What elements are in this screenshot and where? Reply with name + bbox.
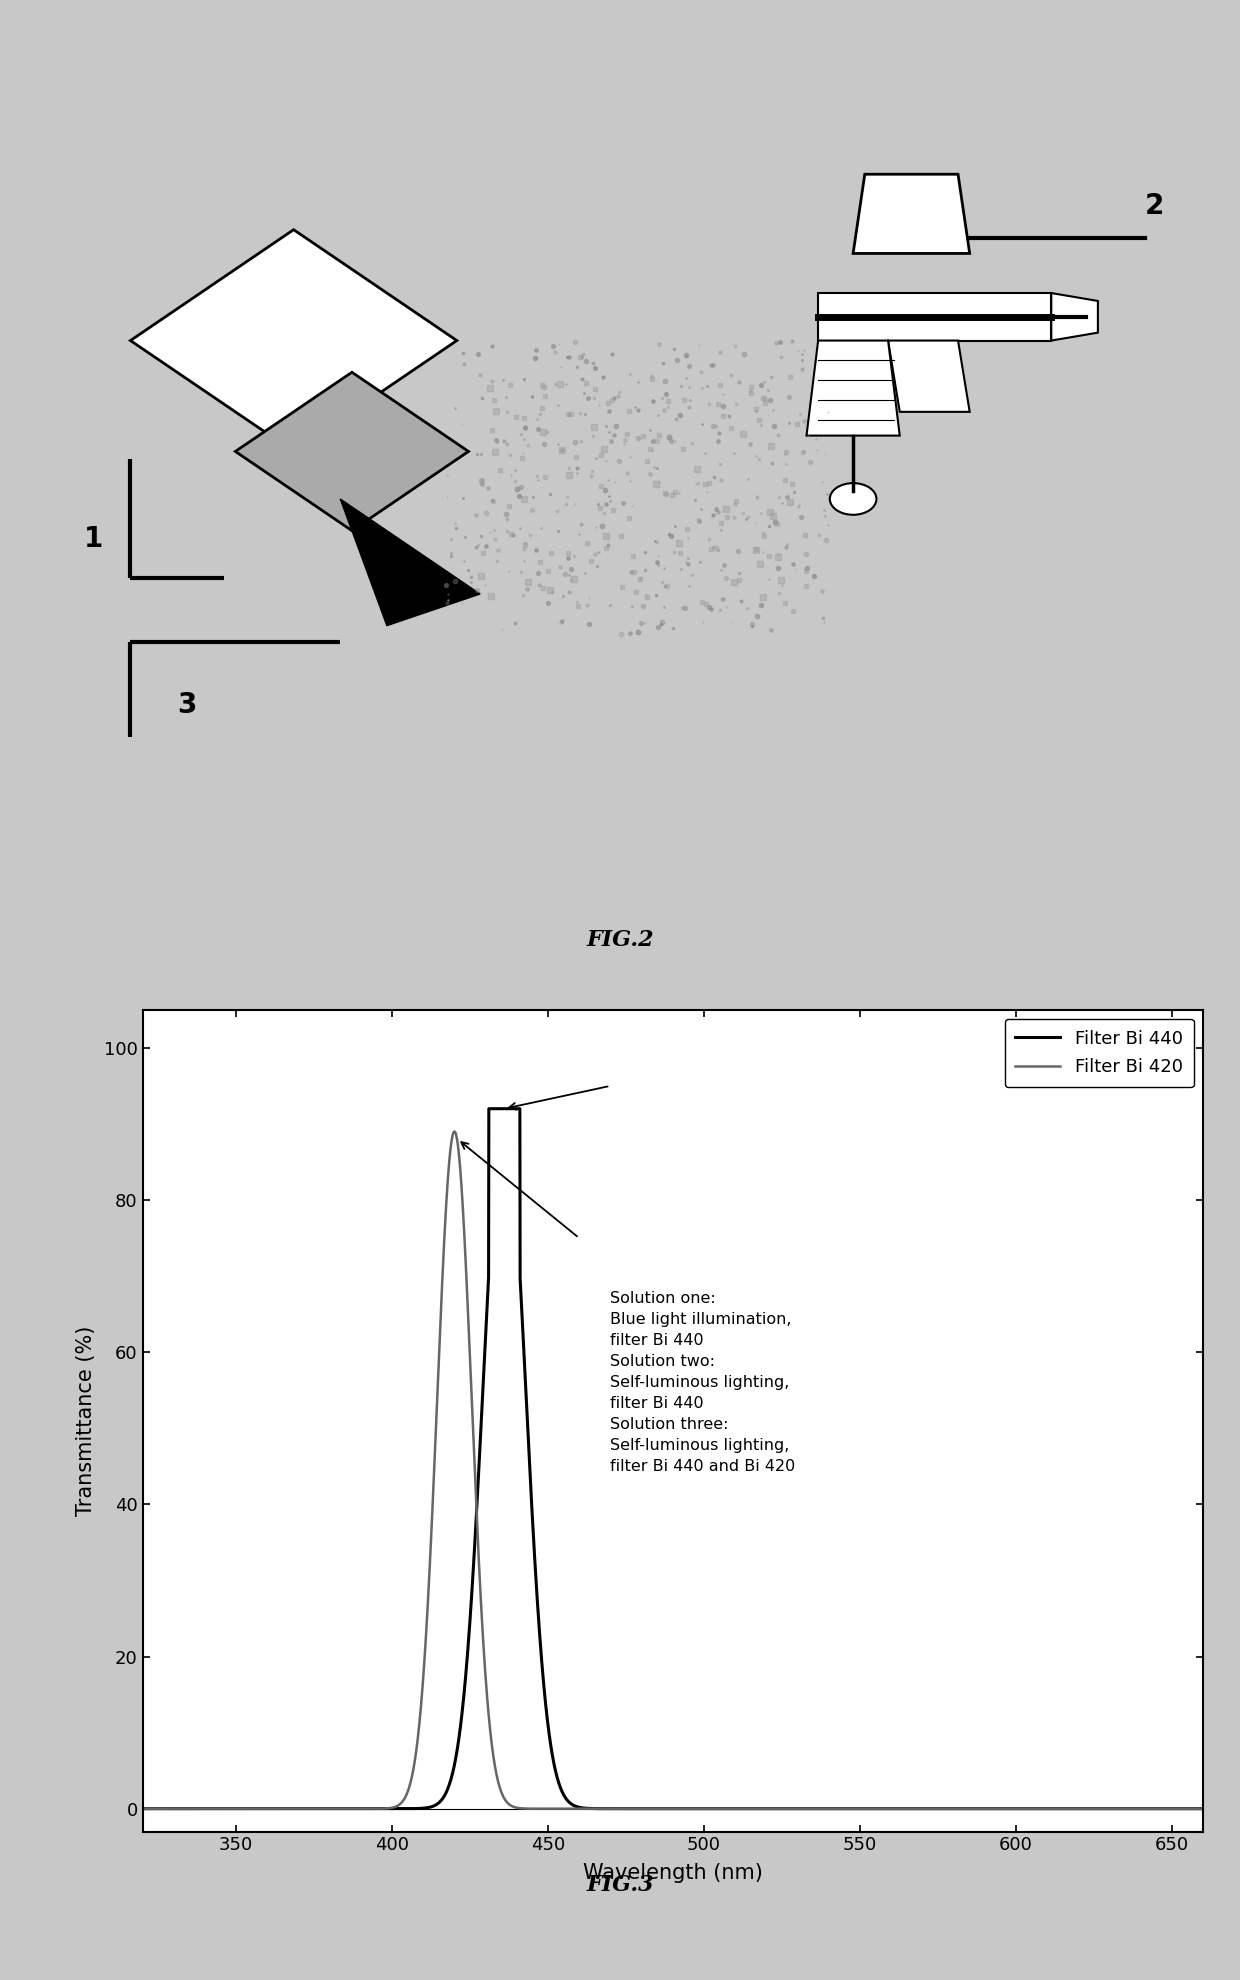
Circle shape <box>830 483 877 515</box>
Polygon shape <box>340 499 480 626</box>
Filter Bi 440 <box>580 1796 595 1820</box>
Filter Bi 440 <box>481 1097 496 1121</box>
Filter Bi 420 <box>905 1796 920 1820</box>
Filter Bi 420 <box>1163 1796 1178 1820</box>
Polygon shape <box>818 293 1052 341</box>
Filter Bi 420 <box>1195 1796 1210 1820</box>
Filter Bi 440 <box>135 1796 150 1820</box>
Text: 3: 3 <box>177 691 196 719</box>
Polygon shape <box>236 372 469 531</box>
Filter Bi 420 <box>446 1119 461 1142</box>
Filter Bi 420 <box>1110 1796 1125 1820</box>
Filter Bi 420 <box>135 1796 150 1820</box>
Filter Bi 420 <box>1111 1796 1126 1820</box>
Filter Bi 440 <box>1110 1796 1125 1820</box>
Filter Bi 440 <box>589 1796 604 1820</box>
Text: FIG.3: FIG.3 <box>587 1873 653 1897</box>
Text: 2: 2 <box>1145 192 1164 220</box>
Text: FIG.2: FIG.2 <box>587 929 653 952</box>
X-axis label: Wavelength (nm): Wavelength (nm) <box>583 1863 763 1883</box>
Filter Bi 440 <box>1195 1796 1210 1820</box>
Polygon shape <box>130 230 456 451</box>
Filter Bi 420 <box>639 1796 653 1820</box>
Line: Filter Bi 440: Filter Bi 440 <box>143 1109 1203 1808</box>
Filter Bi 440 <box>1163 1796 1178 1820</box>
Filter Bi 440 <box>905 1796 920 1820</box>
Text: Solution one:
Blue light illumination,
filter Bi 440
Solution two:
Self-luminous: Solution one: Blue light illumination, f… <box>610 1291 796 1475</box>
Text: 1: 1 <box>84 525 103 552</box>
Polygon shape <box>853 174 970 253</box>
Polygon shape <box>888 341 970 412</box>
Legend: Filter Bi 440, Filter Bi 420: Filter Bi 440, Filter Bi 420 <box>1004 1020 1194 1087</box>
Polygon shape <box>806 341 900 436</box>
Filter Bi 420 <box>589 1796 604 1820</box>
Polygon shape <box>1052 293 1097 341</box>
Filter Bi 420 <box>580 1796 595 1820</box>
Y-axis label: Transmittance (%): Transmittance (%) <box>76 1325 95 1517</box>
Line: Filter Bi 420: Filter Bi 420 <box>143 1131 1203 1808</box>
Filter Bi 440 <box>639 1796 653 1820</box>
